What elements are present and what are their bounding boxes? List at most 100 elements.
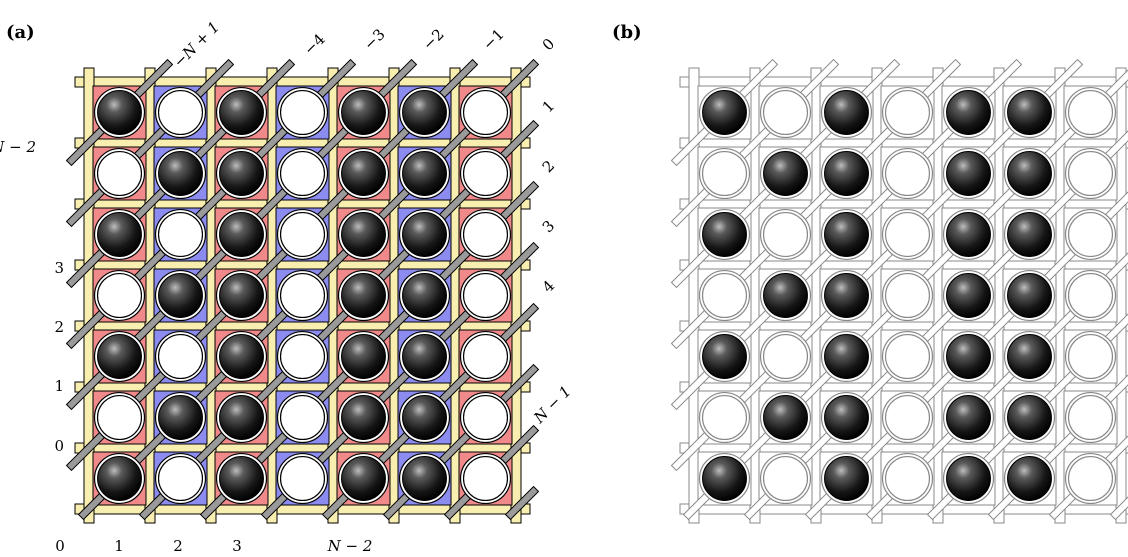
empty-site (279, 150, 326, 197)
occupied-site (1007, 395, 1052, 440)
top-label-neg-n-plus-1: −N + 1 (170, 18, 223, 71)
occupied-site (1007, 151, 1052, 196)
empty-site (279, 455, 326, 502)
bottom-label-3: 3 (232, 537, 242, 555)
left-label-n-minus-2: N − 2 (0, 138, 36, 156)
occupied-site (824, 151, 869, 196)
empty-site (462, 150, 509, 197)
empty-site (884, 272, 931, 319)
occupied-site (1007, 90, 1052, 135)
empty-site (884, 333, 931, 380)
occupied-site (219, 90, 264, 135)
occupied-site (341, 456, 386, 501)
occupied-site (402, 395, 447, 440)
empty-site (884, 211, 931, 258)
occupied-site (341, 151, 386, 196)
right-label-n-minus-1: N − 1 (530, 382, 575, 427)
occupied-site (1007, 334, 1052, 379)
empty-site (762, 89, 809, 136)
occupied-site (97, 90, 142, 135)
occupied-site (702, 334, 747, 379)
occupied-site (402, 456, 447, 501)
empty-site (96, 394, 143, 441)
empty-site (157, 455, 204, 502)
occupied-site (1007, 212, 1052, 257)
empty-site (762, 333, 809, 380)
empty-site (701, 394, 748, 441)
empty-site (462, 211, 509, 258)
left-label-1: 1 (54, 377, 64, 395)
occupied-site (158, 151, 203, 196)
empty-site (462, 455, 509, 502)
right-label-2: 2 (539, 157, 558, 176)
bottom-label-0: 0 (55, 537, 65, 555)
occupied-site (946, 456, 991, 501)
empty-site (884, 455, 931, 502)
occupied-site (824, 212, 869, 257)
occupied-site (824, 273, 869, 318)
occupied-site (219, 334, 264, 379)
empty-site (462, 272, 509, 319)
diagonal-rod (1109, 485, 1128, 521)
empty-site (157, 89, 204, 136)
occupied-site (341, 90, 386, 135)
empty-site (157, 333, 204, 380)
occupied-site (946, 212, 991, 257)
occupied-site (402, 273, 447, 318)
bottom-label-2: 2 (173, 537, 183, 555)
panel-b-label: (b) (612, 22, 642, 43)
empty-site (96, 272, 143, 319)
occupied-site (97, 334, 142, 379)
lattice-frame (74, 67, 531, 524)
occupied-site (402, 212, 447, 257)
top-label-neg-1: −1 (479, 25, 507, 53)
empty-site (462, 333, 509, 380)
occupied-site (763, 151, 808, 196)
occupied-site (97, 212, 142, 257)
empty-site (1067, 394, 1114, 441)
occupied-site (219, 395, 264, 440)
empty-site (701, 272, 748, 319)
occupied-site (946, 273, 991, 318)
panel-a: (a) 0 1 2 3 N − 2 N − 2 3 2 1 0 −N + 1 −… (0, 18, 575, 555)
occupied-site (341, 212, 386, 257)
empty-site (462, 89, 509, 136)
occupied-site (341, 273, 386, 318)
panel-a-label: (a) (6, 22, 35, 43)
panel-b: (b) (612, 22, 1128, 524)
occupied-site (1007, 273, 1052, 318)
occupied-site (402, 90, 447, 135)
occupied-site (219, 456, 264, 501)
occupied-site (763, 395, 808, 440)
empty-site (884, 150, 931, 197)
occupied-site (824, 334, 869, 379)
empty-site (1067, 455, 1114, 502)
occupied-site (946, 395, 991, 440)
bottom-label-1: 1 (114, 537, 124, 555)
occupied-site (702, 456, 747, 501)
empty-site (1067, 150, 1114, 197)
occupied-site (158, 395, 203, 440)
diagonal-rod (670, 58, 962, 350)
occupied-site (219, 212, 264, 257)
empty-site (762, 455, 809, 502)
occupied-site (219, 273, 264, 318)
occupied-site (1007, 456, 1052, 501)
occupied-site (97, 456, 142, 501)
empty-site (1067, 272, 1114, 319)
rod-body (65, 58, 357, 350)
empty-site (884, 89, 931, 136)
occupied-site (702, 90, 747, 135)
occupied-site (946, 90, 991, 135)
top-label-neg-3: −3 (360, 25, 388, 53)
occupied-site (341, 395, 386, 440)
right-label-3: 3 (539, 217, 558, 236)
rod-body (504, 485, 540, 521)
occupied-site (946, 151, 991, 196)
occupied-site (158, 273, 203, 318)
occupied-site (219, 151, 264, 196)
top-label-neg-2: −2 (419, 25, 447, 53)
empty-site (1067, 333, 1114, 380)
empty-site (157, 211, 204, 258)
